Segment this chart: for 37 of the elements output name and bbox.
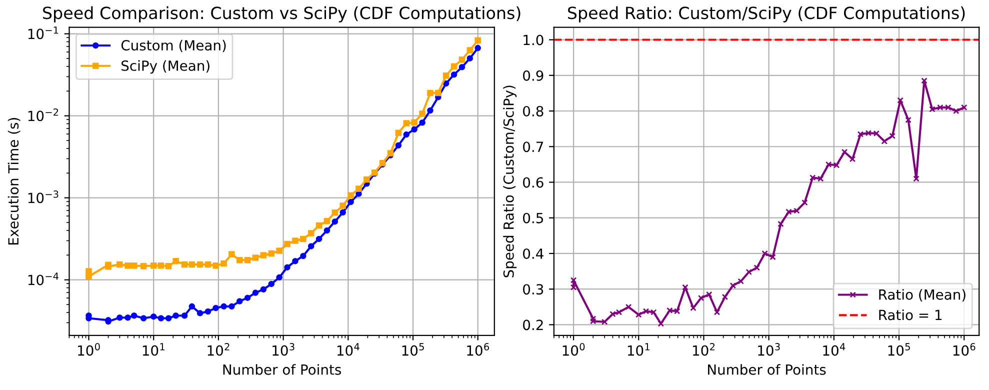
x-tick-label: 10$^{1}$ bbox=[628, 343, 650, 356]
x-tick-label: 10$^{6}$ bbox=[467, 343, 490, 356]
x-tick-label: 10$^{0}$ bbox=[562, 343, 585, 356]
y-tick-label: 0.2 bbox=[523, 320, 543, 330]
x-tick-label: 10$^{5}$ bbox=[888, 343, 910, 356]
y-tick-label: 0.6 bbox=[523, 177, 544, 188]
x-tick-label: 10$^{4}$ bbox=[823, 343, 846, 356]
y-axis-title: Speed Ratio (Custom/SciPy) bbox=[503, 86, 517, 278]
y-tick-label: 10$^{−1}$ bbox=[28, 26, 58, 40]
y-tick-label: 0.9 bbox=[523, 70, 544, 81]
legend-label: Custom (Mean) bbox=[121, 40, 226, 52]
y-tick-label: 0.7 bbox=[523, 142, 544, 152]
x-axis-title: Number of Points bbox=[708, 364, 826, 375]
y-tick-label: 0.5 bbox=[523, 212, 543, 224]
y-tick-label: 10$^{−2}$ bbox=[28, 108, 58, 122]
chart-title: Speed Comparison: Custom vs SciPy (CDF Computations) bbox=[43, 6, 520, 22]
x-tick-label: 10$^{6}$ bbox=[953, 343, 976, 356]
legend-label: Ratio = 1 bbox=[879, 309, 942, 320]
x-tick-label: 10$^{0}$ bbox=[78, 343, 100, 356]
x-tick-label: 10$^{1}$ bbox=[142, 343, 164, 356]
legend-label: Ratio (Mean) bbox=[879, 289, 966, 302]
y-tick-label: 0.8 bbox=[523, 106, 544, 116]
y-axis-title: Execution Time (s) bbox=[8, 118, 20, 245]
chart-title: Speed Ratio: Custom/SciPy (CDF Computations) bbox=[568, 6, 965, 22]
x-tick-label: 10$^{2}$ bbox=[693, 343, 715, 356]
y-tick-label: 10$^{−4}$ bbox=[28, 272, 58, 286]
y-tick-label: 0.4 bbox=[523, 248, 544, 259]
x-tick-label: 10$^{3}$ bbox=[272, 343, 294, 356]
y-tick-label: 1.0 bbox=[524, 34, 544, 46]
y-tick-label: 10$^{−3}$ bbox=[28, 190, 58, 204]
x-tick-label: 10$^{4}$ bbox=[337, 343, 360, 356]
x-tick-label: 10$^{3}$ bbox=[758, 343, 780, 356]
x-tick-label: 10$^{2}$ bbox=[208, 343, 230, 356]
x-tick-label: 10$^{5}$ bbox=[402, 343, 424, 356]
y-tick-label: 0.3 bbox=[523, 284, 544, 295]
x-axis-title: Number of Points bbox=[223, 364, 342, 375]
legend-label: SciPy (Mean) bbox=[122, 60, 210, 74]
